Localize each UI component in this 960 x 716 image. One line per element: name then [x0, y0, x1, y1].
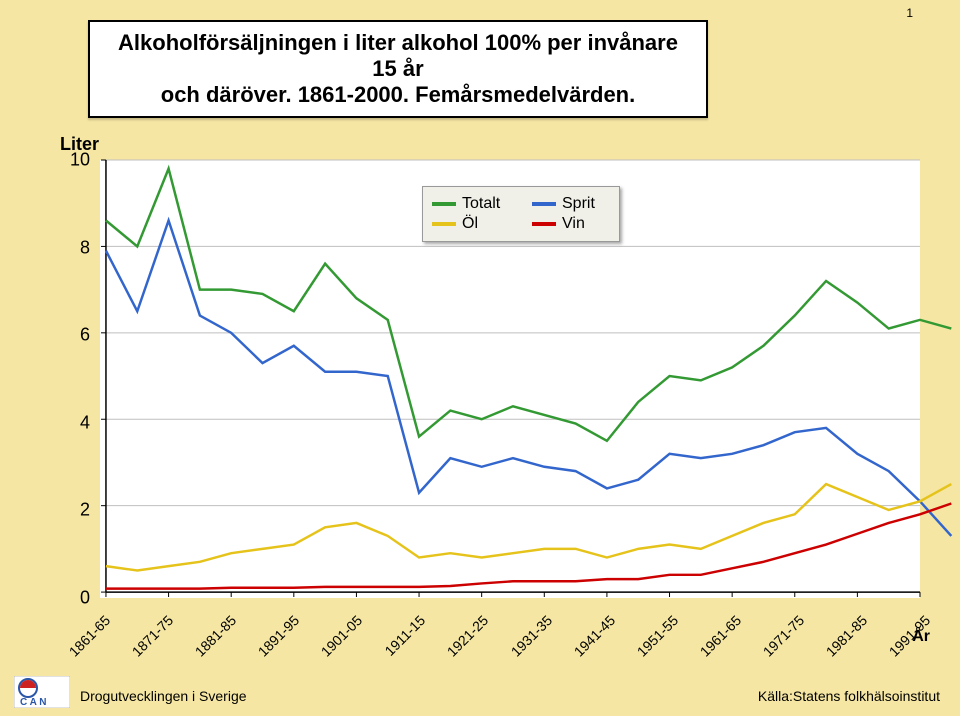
x-tick-label: 1961-65 — [693, 612, 744, 663]
y-tick-label: 0 — [60, 588, 90, 609]
x-tick-label: 1881-85 — [189, 612, 240, 663]
title-line2: och däröver. 1861-2000. Femårsmedelvärde… — [108, 82, 688, 108]
legend-swatch — [532, 222, 556, 226]
x-tick-label: 1911-15 — [378, 612, 429, 663]
x-tick-label: 1981-85 — [819, 612, 870, 663]
x-tick-label: 1861-65 — [62, 612, 113, 663]
legend-item: Öl — [432, 215, 510, 233]
legend-label: Vin — [562, 215, 610, 233]
series-öl — [106, 484, 951, 570]
svg-text:C A N: C A N — [20, 697, 46, 708]
legend-label: Öl — [462, 215, 510, 233]
x-tick-label: 1971-75 — [756, 612, 807, 663]
page-number: 1 — [906, 6, 913, 20]
legend-label: Totalt — [462, 195, 510, 213]
y-tick-label: 6 — [60, 325, 90, 346]
series-vin — [106, 504, 951, 589]
legend-swatch — [432, 222, 456, 226]
x-axis-title: År — [912, 628, 930, 646]
legend-item: Sprit — [532, 195, 610, 213]
legend-item: Vin — [532, 215, 610, 233]
title-line1: Alkoholförsäljningen i liter alkohol 100… — [108, 30, 688, 82]
x-tick-label: 1931-35 — [504, 612, 555, 663]
legend: Totalt Sprit Öl Vin — [422, 186, 620, 242]
y-tick-label: 4 — [60, 412, 90, 433]
footer-right: Källa:Statens folkhälsoinstitut — [758, 688, 940, 704]
legend-item: Totalt — [432, 195, 510, 213]
x-tick-label: 1871-75 — [125, 612, 176, 663]
x-tick-label: 1891-95 — [252, 612, 303, 663]
x-tick-label: 1951-55 — [630, 612, 681, 663]
legend-swatch — [532, 202, 556, 206]
plot-area: Totalt Sprit Öl Vin — [100, 160, 920, 598]
x-tick-label: 1941-45 — [567, 612, 618, 663]
series-sprit — [106, 220, 951, 535]
x-tick-label: 1921-25 — [441, 612, 492, 663]
x-tick-label: 1901-05 — [315, 612, 366, 663]
can-logo: C A N — [14, 676, 70, 708]
chart: 0246810 TotaltSpritÖlVin 1861-651871-751… — [60, 160, 930, 640]
legend-label: Sprit — [562, 195, 610, 213]
title-box: Alkoholförsäljningen i liter alkohol 100… — [88, 20, 708, 118]
footer-left: Drogutvecklingen i Sverige — [80, 688, 247, 704]
y-tick-label: 10 — [60, 150, 90, 171]
legend-swatch — [432, 202, 456, 206]
y-tick-label: 2 — [60, 500, 90, 521]
y-tick-label: 8 — [60, 237, 90, 258]
